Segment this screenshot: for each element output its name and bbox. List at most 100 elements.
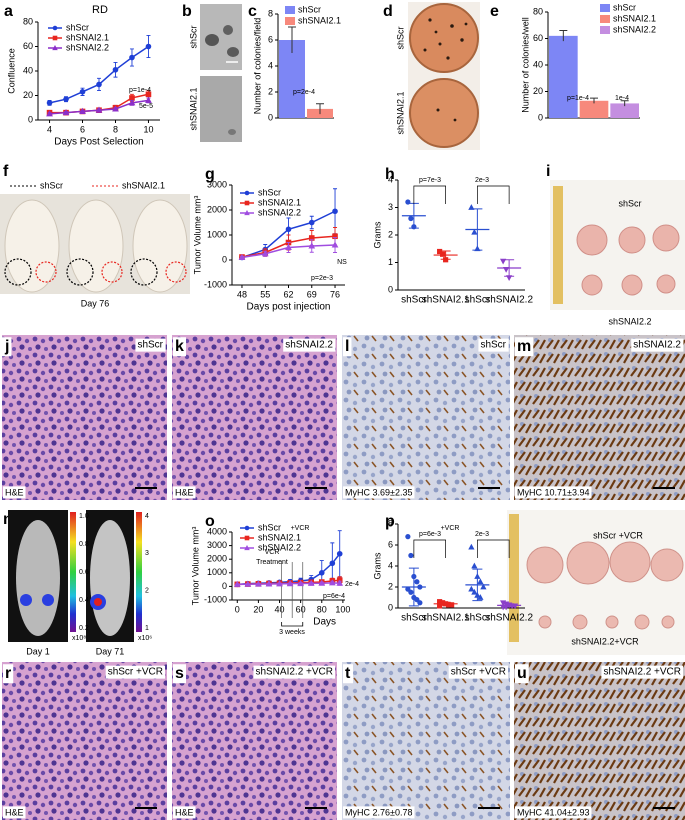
x-tick-label: 6	[80, 124, 85, 134]
panel-letter: t	[345, 665, 351, 682]
label-box	[515, 486, 592, 499]
x-tick-label: 20	[253, 604, 263, 614]
y-axis-label: Confluence	[6, 48, 16, 94]
marker	[332, 208, 338, 215]
marker	[46, 110, 53, 117]
panel-letter: a	[4, 3, 13, 20]
mouse	[4, 199, 60, 293]
x-tick-label: shScr	[465, 295, 491, 306]
marker	[405, 534, 411, 540]
marker	[329, 560, 336, 567]
y-tick-label: 2	[268, 86, 273, 96]
stain-label: H&E	[175, 807, 194, 817]
y-tick-label: 0	[268, 112, 273, 122]
colony	[227, 47, 239, 57]
image-label: shSNAI2.1	[188, 87, 198, 130]
panel-letter: i	[546, 163, 550, 180]
image-label: shSNAI2.2	[285, 340, 333, 351]
chart-title: RD	[92, 4, 108, 16]
annotation: 2e-4	[345, 581, 359, 588]
annotation: p=1e-4	[129, 87, 151, 94]
y-tick-label: 0	[388, 602, 393, 612]
label-box	[283, 338, 336, 352]
mouse	[132, 199, 188, 293]
panel-letter: f	[3, 163, 9, 180]
scale-label: 0.6	[79, 569, 89, 576]
label-box	[173, 486, 196, 499]
scale-label: 1	[145, 625, 149, 632]
panel-letter: s	[175, 665, 184, 682]
image-label: shSNAI2.2	[633, 340, 681, 351]
marker	[471, 562, 478, 569]
x-tick-label: 8	[113, 124, 118, 134]
tumor-outlines	[4, 258, 187, 286]
marker	[308, 219, 315, 226]
panel-letter: h	[385, 166, 395, 183]
y-axis-label: Tumor Volume mm³	[190, 527, 200, 606]
scale-label: 0.8	[79, 541, 89, 548]
bracket	[413, 539, 446, 558]
histology-image	[172, 335, 337, 500]
label-box	[173, 806, 196, 819]
marker	[308, 242, 316, 249]
image-label: shScr	[395, 26, 405, 49]
annotation: VCR	[265, 549, 280, 556]
y-tick-label: 40	[533, 59, 543, 69]
marker	[285, 226, 292, 233]
panel-letter: g	[205, 166, 215, 183]
marker	[233, 580, 241, 587]
label-box	[343, 806, 415, 819]
scale-label: 1.0	[79, 513, 89, 520]
label-box	[515, 664, 529, 684]
signal	[20, 594, 32, 606]
marker	[332, 233, 338, 240]
y-tick-label: 4	[388, 560, 393, 570]
marker	[79, 89, 86, 95]
image-label: shSNAI2.2+VCR	[571, 636, 639, 646]
y-axis-label: Tumor Volume mm³	[192, 196, 202, 275]
marker	[63, 96, 69, 102]
label-box	[478, 338, 509, 352]
legend-label: shSNAI2.1	[258, 197, 301, 207]
y-tick-label: 4000	[207, 526, 227, 536]
legend-label: shSNAI2.2	[66, 42, 109, 52]
bracket	[477, 185, 510, 204]
annotation: 2e-3	[475, 177, 489, 184]
scale-label: 0.2	[79, 625, 89, 632]
legend-label: shScr	[66, 22, 89, 32]
y-tick-label: 0	[388, 284, 393, 294]
marker	[62, 109, 70, 116]
caption: Day 76	[81, 298, 110, 308]
tumors	[576, 224, 680, 296]
legend-marker	[52, 35, 58, 41]
x-tick-label: 0	[235, 604, 240, 614]
image-label: shScr +VCR	[451, 667, 506, 678]
marker	[468, 543, 475, 550]
label-box	[3, 806, 26, 819]
histology-image	[342, 662, 510, 820]
colonies	[423, 18, 468, 122]
mouse	[68, 199, 124, 293]
legend-label: shScr	[298, 4, 321, 14]
x-tick-label: 10	[143, 124, 153, 134]
label-box	[253, 665, 335, 679]
y-tick-label: 0	[222, 254, 227, 264]
bracket	[413, 185, 446, 204]
label-box	[343, 664, 353, 684]
annotation: 3 weeks	[279, 629, 305, 636]
annotation: +VCR	[441, 525, 460, 532]
sd-bar	[472, 568, 483, 602]
bar	[549, 35, 578, 118]
marker	[443, 257, 449, 263]
annotation: 1e-4	[615, 95, 629, 102]
legend-marker	[244, 200, 250, 206]
marker	[328, 579, 336, 586]
scale-label: 0.4	[79, 597, 89, 604]
label-box	[448, 665, 508, 679]
image-label: shScr	[137, 340, 163, 351]
annotation: p=1e-4	[567, 95, 589, 102]
legend-swatch	[600, 15, 610, 23]
marker	[95, 106, 103, 113]
marker	[449, 602, 455, 608]
y-tick-label: 8	[268, 8, 273, 18]
